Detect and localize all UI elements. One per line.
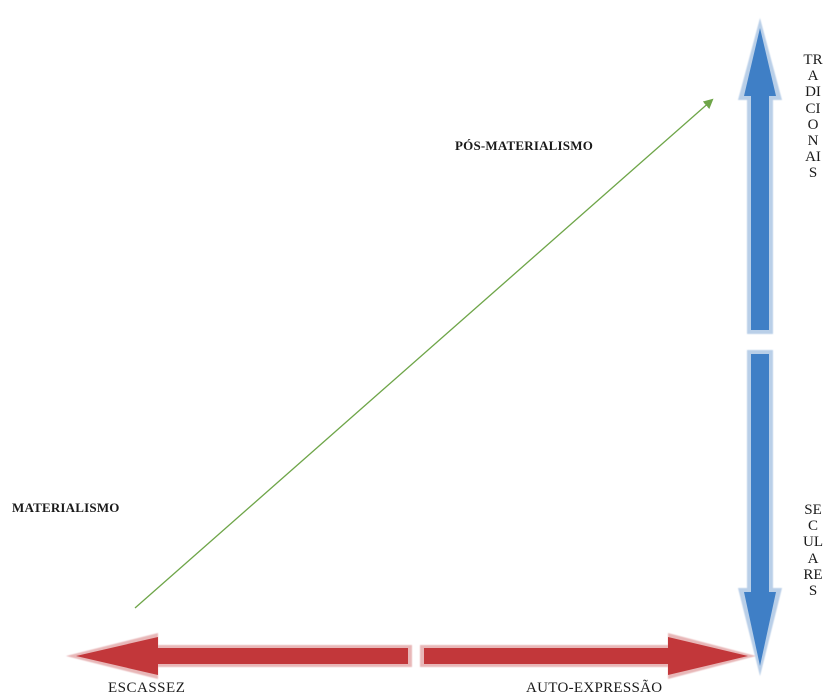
pos-materialismo-label: PÓS-MATERIALISMO bbox=[455, 138, 594, 153]
vertical-arrow-upper bbox=[738, 18, 782, 334]
horizontal-arrow-right bbox=[420, 633, 756, 679]
tradicionais-label: TRADICIONAIS bbox=[803, 52, 823, 182]
seculares-label: SECULARES bbox=[803, 502, 823, 600]
diagonal-arrow bbox=[134, 98, 714, 609]
horizontal-arrow-left bbox=[66, 633, 412, 679]
vertical-arrow-lower bbox=[738, 350, 782, 676]
escassez-label: ESCASSEZ bbox=[108, 680, 186, 696]
materialismo-label: MATERIALISMO bbox=[12, 500, 120, 515]
auto-expressao-label: AUTO-EXPRESSÃO bbox=[526, 680, 663, 696]
